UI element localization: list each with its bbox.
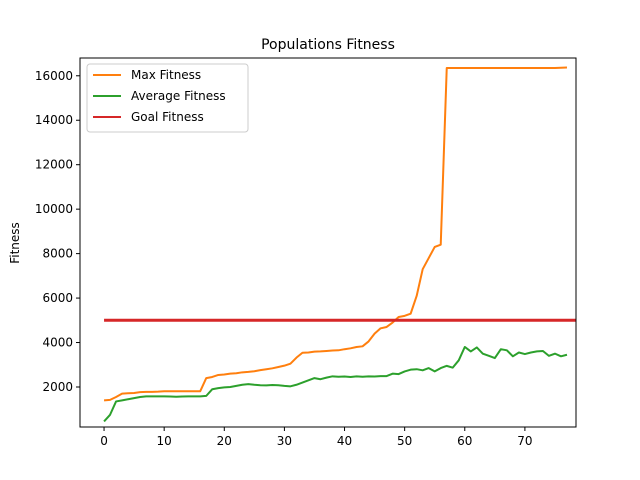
x-tick-label: 30 xyxy=(277,434,292,448)
y-tick-label: 8000 xyxy=(42,247,73,261)
y-tick-label: 10000 xyxy=(35,202,73,216)
y-axis-ticks: 2000 4000 6000 8000 10000 12000 14000 16000 xyxy=(35,69,80,394)
x-tick-label: 0 xyxy=(100,434,108,448)
plot-frame xyxy=(79,57,577,428)
y-tick-label: 4000 xyxy=(42,336,73,350)
chart-title: Populations Fitness xyxy=(261,37,395,53)
y-tick-label: 6000 xyxy=(42,291,73,305)
y-axis-label: Fitness xyxy=(8,222,22,264)
x-tick-label: 20 xyxy=(217,434,232,448)
series-layer xyxy=(103,66,576,423)
legend-label: Average Fitness xyxy=(131,89,226,103)
y-tick-label: 14000 xyxy=(35,113,73,127)
series-line-average-fitness xyxy=(103,345,568,423)
x-tick-label: 70 xyxy=(517,434,532,448)
legend-label: Max Fitness xyxy=(131,68,201,82)
legend: Max Fitness Average Fitness Goal Fitness xyxy=(86,63,249,133)
x-tick-label: 50 xyxy=(397,434,412,448)
x-tick-label: 10 xyxy=(157,434,172,448)
legend-box xyxy=(86,63,249,133)
x-axis-ticks: 0 10 20 30 40 50 60 70 xyxy=(100,427,533,448)
legend-label: Goal Fitness xyxy=(131,110,204,124)
series-line-max-fitness xyxy=(103,66,568,402)
x-tick-label: 40 xyxy=(337,434,352,448)
x-tick-label: 60 xyxy=(457,434,472,448)
y-tick-label: 12000 xyxy=(35,158,73,172)
y-tick-label: 2000 xyxy=(42,380,73,394)
y-tick-label: 16000 xyxy=(35,69,73,83)
